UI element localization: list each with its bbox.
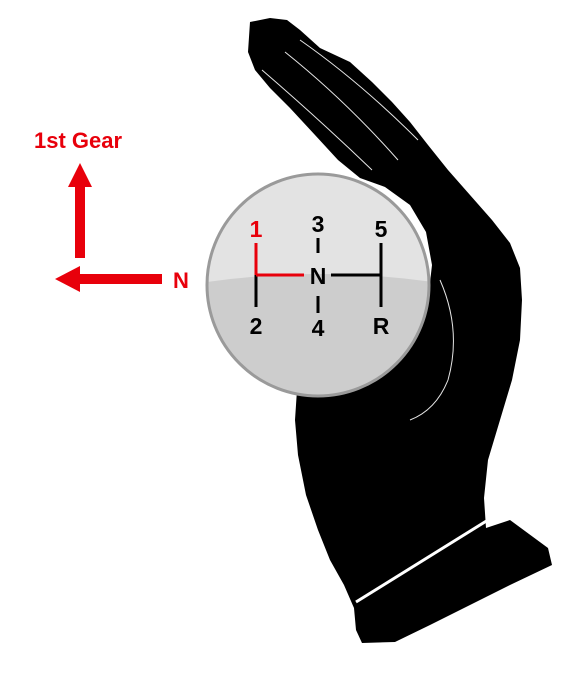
gear-label-reverse: R — [373, 313, 390, 339]
gear-label-neutral: N — [310, 263, 327, 289]
arrow-up-icon — [68, 163, 92, 258]
shift-pattern — [254, 238, 383, 313]
gear-label-2: 2 — [250, 313, 263, 339]
gear-label-5: 5 — [375, 216, 388, 242]
neutral-start-label: N — [173, 268, 189, 293]
arrow-left-icon — [55, 266, 162, 292]
gear-label-1: 1 — [250, 216, 263, 242]
hand-icon — [248, 18, 552, 643]
gear-labels: 1 2 3 4 5 N R — [250, 211, 390, 341]
first-gear-label: 1st Gear — [34, 128, 122, 153]
gear-label-3: 3 — [312, 211, 325, 237]
gear-label-4: 4 — [312, 315, 325, 341]
direction-annotation: 1st Gear N — [34, 128, 189, 293]
